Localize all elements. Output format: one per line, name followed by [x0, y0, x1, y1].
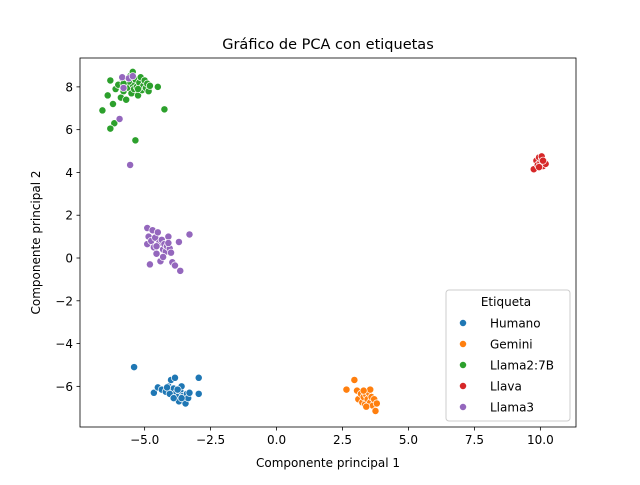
- data-point: [152, 242, 161, 251]
- x-tick-label: −5.0: [130, 433, 159, 447]
- x-tick-label: 7.5: [465, 433, 484, 447]
- data-point: [350, 375, 359, 384]
- data-point: [171, 373, 179, 382]
- data-point: [177, 394, 186, 403]
- data-point: [153, 228, 162, 237]
- x-tick-label: 10.0: [527, 433, 554, 447]
- data-point: [149, 388, 158, 397]
- data-point: [194, 389, 203, 398]
- data-point: [130, 363, 139, 372]
- data-point: [159, 252, 168, 261]
- data-point: [126, 161, 135, 169]
- y-tick-label: −2: [55, 294, 73, 308]
- points-layer: [98, 67, 550, 415]
- legend-label: Llama2:7B: [490, 359, 554, 373]
- chart-title: Gráfico de PCA con etiquetas: [222, 37, 434, 53]
- data-point: [362, 402, 371, 411]
- data-point: [173, 385, 182, 394]
- data-point: [366, 385, 375, 394]
- data-point: [185, 388, 194, 397]
- data-point: [118, 73, 127, 82]
- x-tick-label: 2.5: [333, 433, 352, 447]
- x-axis-label: Componente principal 1: [256, 456, 400, 470]
- data-point: [103, 91, 112, 100]
- y-tick-label: −4: [55, 337, 73, 351]
- data-point: [163, 383, 172, 392]
- x-tick-label: −2.5: [196, 433, 225, 447]
- data-point: [359, 386, 368, 395]
- data-point: [98, 106, 107, 115]
- y-tick-label: −6: [55, 380, 73, 394]
- y-tick-label: 8: [65, 80, 73, 94]
- data-point: [145, 81, 154, 90]
- y-axis: −6 −4 −2 0 2 4 6 8: [55, 80, 80, 394]
- data-point: [539, 156, 547, 165]
- legend-marker: [459, 340, 467, 348]
- legend-label: Llava: [490, 380, 522, 394]
- legend-label: Humano: [490, 317, 541, 331]
- legend-marker: [459, 382, 467, 390]
- data-point: [174, 238, 183, 246]
- legend-box: [445, 289, 571, 422]
- series-gemini: [342, 375, 381, 415]
- data-point: [164, 239, 173, 247]
- legend-marker: [459, 403, 467, 411]
- data-point: [535, 163, 544, 172]
- data-point: [110, 119, 119, 128]
- data-point: [185, 230, 194, 239]
- data-point: [115, 115, 124, 123]
- legend-marker: [459, 319, 467, 327]
- x-tick-label: 0.0: [267, 433, 286, 447]
- series-llava: [529, 152, 550, 174]
- legend: Etiqueta Humano Gemini Llama2:7B Llava Llama…: [445, 289, 571, 422]
- data-point: [171, 261, 179, 270]
- data-point: [372, 399, 381, 408]
- data-point: [106, 76, 115, 85]
- data-point: [169, 394, 178, 403]
- data-point: [152, 249, 161, 258]
- data-point: [176, 266, 185, 275]
- y-tick-label: 6: [65, 123, 73, 137]
- series-llama3: [115, 72, 194, 275]
- data-point: [153, 82, 162, 91]
- plot-frame: [79, 57, 577, 428]
- data-point: [131, 136, 140, 145]
- data-point: [194, 373, 203, 382]
- data-point: [371, 407, 380, 415]
- data-point: [134, 85, 142, 93]
- y-axis-label: Componente principal 2: [29, 170, 43, 314]
- x-tick-label: 5.0: [399, 433, 418, 447]
- data-point: [128, 72, 137, 81]
- series-humano: [130, 363, 203, 408]
- legend-label: Gemini: [490, 338, 533, 352]
- x-axis: −5.0 −2.5 0.0 2.5 5.0 7.5 10.0: [130, 427, 554, 447]
- data-point: [145, 260, 154, 269]
- y-tick-label: 4: [65, 166, 73, 180]
- y-tick-label: 0: [65, 252, 73, 266]
- legend-title: Etiqueta: [481, 295, 531, 309]
- data-point: [342, 385, 351, 394]
- legend-entries: Humano Gemini Llama2:7B Llava Llama3: [459, 317, 554, 415]
- data-point: [167, 248, 175, 257]
- data-point: [119, 83, 128, 92]
- data-point: [122, 95, 131, 104]
- legend-label: Llama3: [490, 401, 534, 415]
- data-point: [106, 124, 115, 133]
- data-point: [160, 105, 169, 114]
- data-point: [109, 100, 117, 108]
- legend-marker: [459, 361, 467, 369]
- y-tick-label: 2: [65, 209, 73, 223]
